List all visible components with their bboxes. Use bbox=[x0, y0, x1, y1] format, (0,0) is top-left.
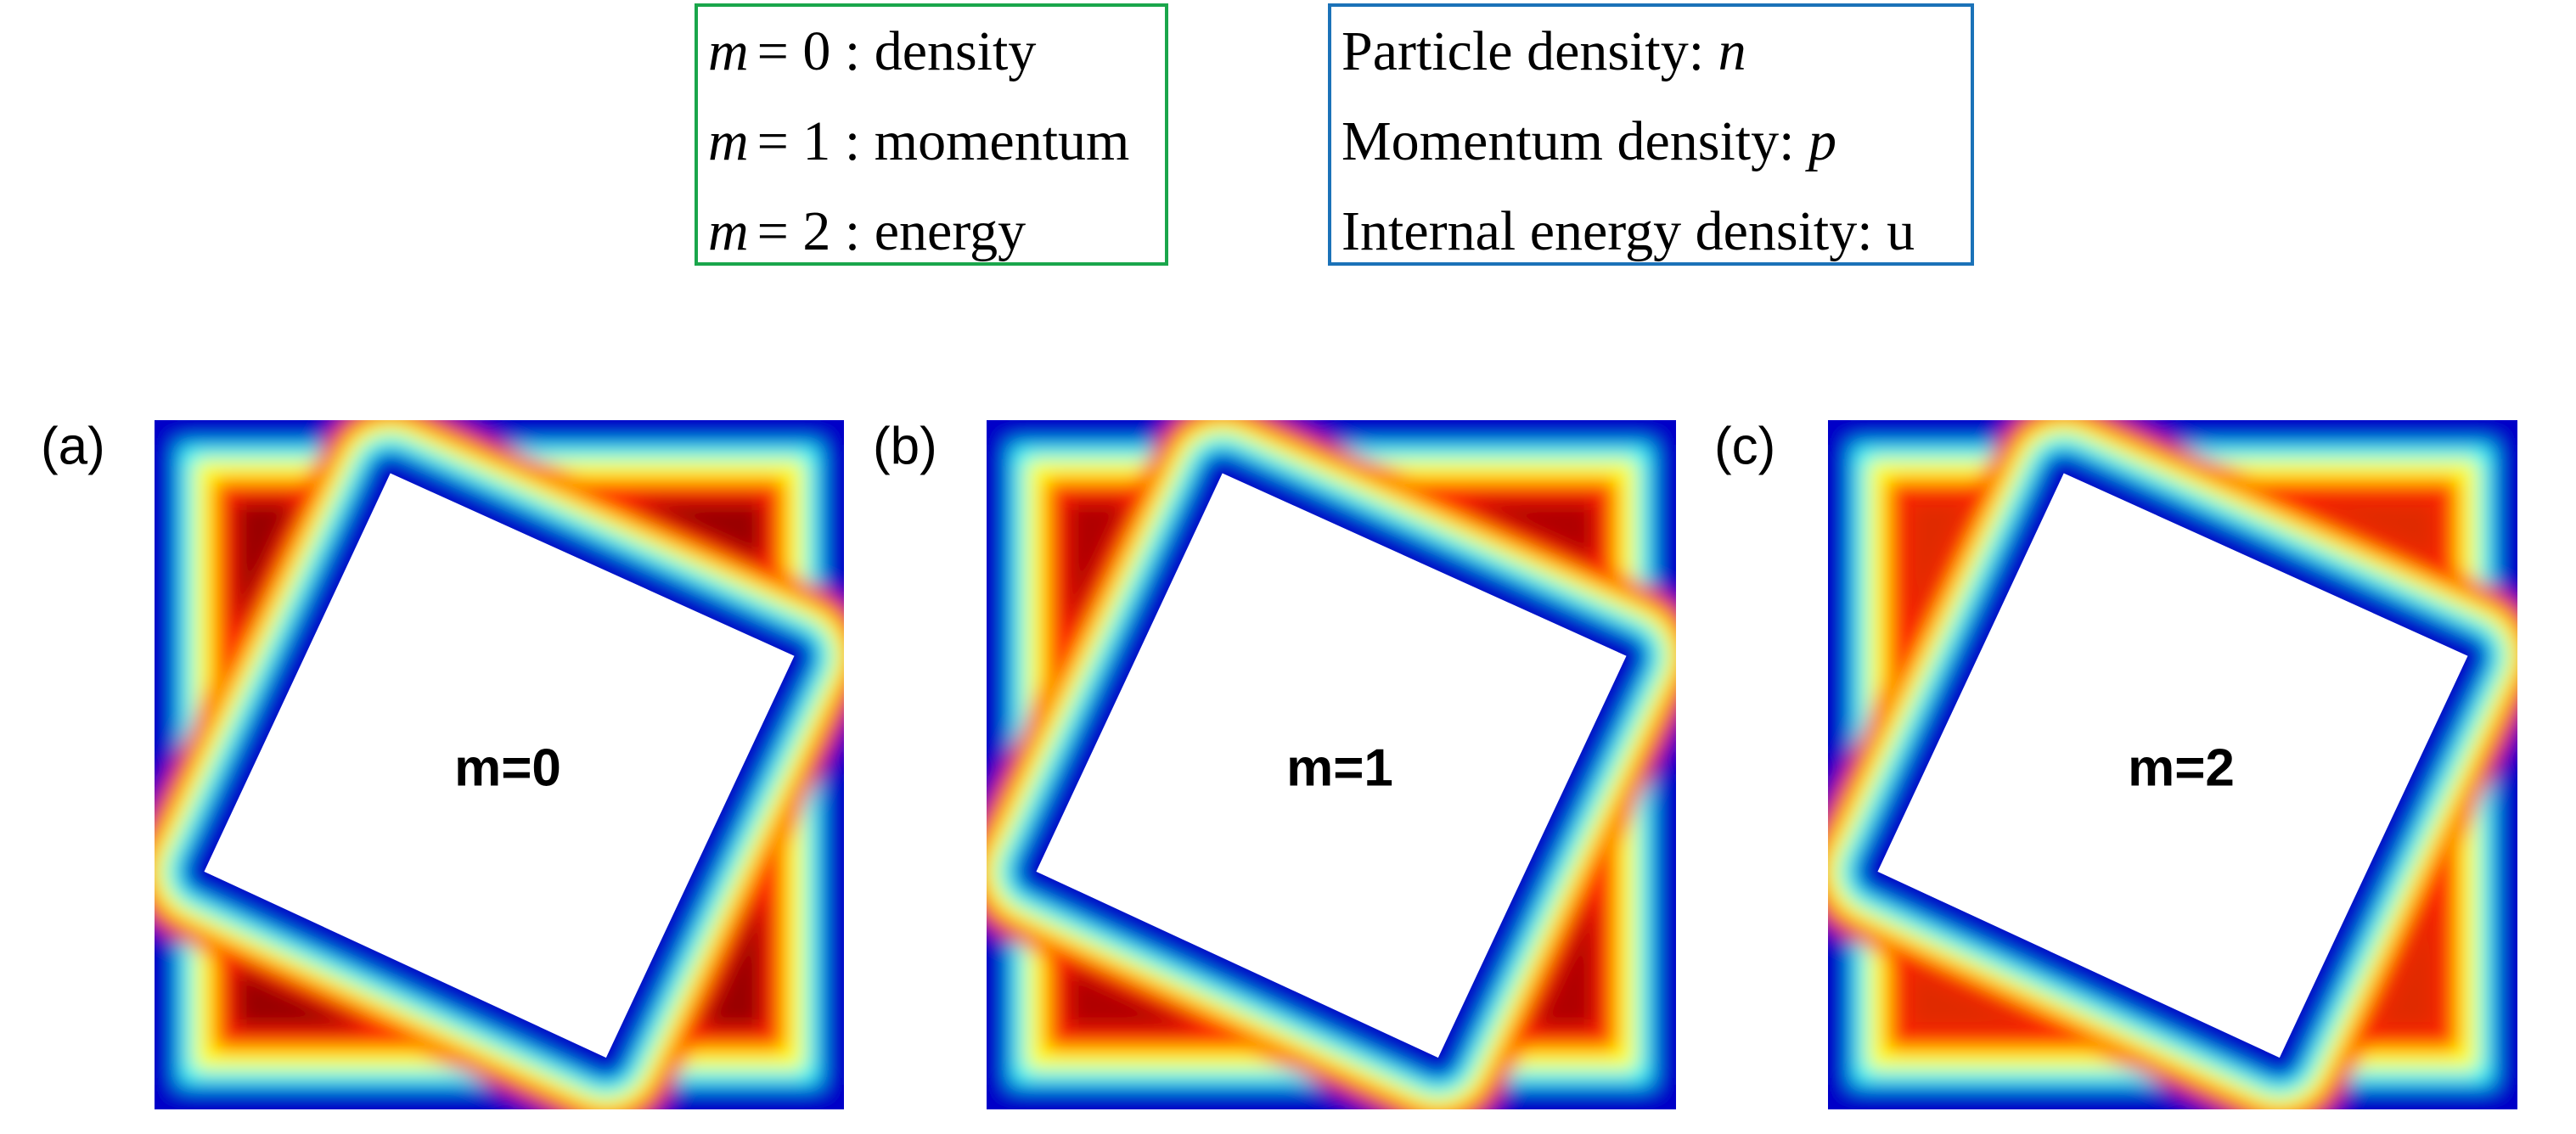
panel-title: m=1 bbox=[1286, 738, 1393, 797]
symbol: m bbox=[708, 200, 749, 262]
symbol: m bbox=[708, 20, 749, 82]
obstacle bbox=[1877, 473, 2468, 1058]
obstacle bbox=[204, 473, 795, 1058]
legend-text: Momentum density: bbox=[1341, 110, 1795, 172]
legend-text: = 0 : density bbox=[756, 20, 1037, 82]
panel-title: m=2 bbox=[2128, 738, 2235, 797]
legend-item: m = 2 : energy bbox=[708, 190, 1155, 280]
legend-item: Particle density: n bbox=[1341, 10, 1960, 100]
legend-text: = 2 : energy bbox=[756, 200, 1026, 262]
panel-label: (b) bbox=[873, 417, 937, 475]
panel-title: m=0 bbox=[454, 738, 561, 797]
legend-box: m = 0 : density m = 1 : momentum m = 2 : en… bbox=[695, 3, 1168, 266]
legend-text: Internal energy density: u bbox=[1341, 200, 1915, 262]
panel-label: (a) bbox=[41, 417, 105, 475]
symbol: n bbox=[1718, 20, 1746, 82]
legend-item: m = 1 : momentum bbox=[708, 100, 1155, 190]
obstacle bbox=[1036, 473, 1627, 1058]
symbol: p bbox=[1808, 110, 1836, 172]
legend-text: Particle density: bbox=[1341, 20, 1705, 82]
legend-box: Particle density: n Momentum density: p … bbox=[1328, 3, 1974, 266]
legend-item: Momentum density: p bbox=[1341, 100, 1960, 190]
legend-item: m = 0 : density bbox=[708, 10, 1155, 100]
legend-item: Internal energy density: u bbox=[1341, 190, 1960, 280]
symbol: m bbox=[708, 110, 749, 172]
legend-text: = 1 : momentum bbox=[756, 110, 1130, 172]
panel-label: (c) bbox=[1714, 417, 1775, 475]
